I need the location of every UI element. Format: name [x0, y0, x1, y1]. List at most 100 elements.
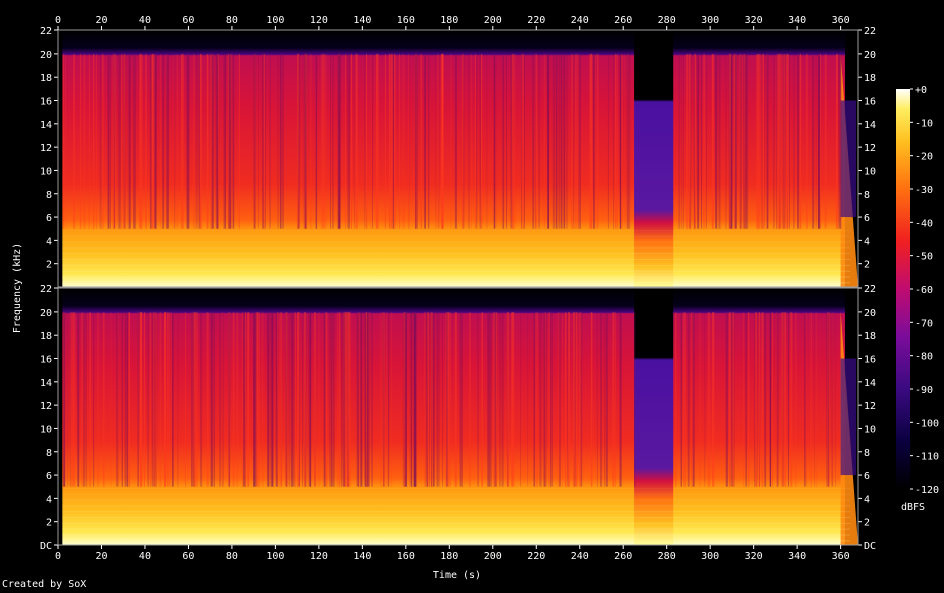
texture-streak [454, 311, 456, 487]
texture-streak [818, 53, 821, 229]
texture-streak [776, 311, 778, 487]
texture-streak [607, 53, 609, 229]
texture-streak [499, 311, 501, 487]
texture-streak [298, 311, 300, 487]
texture-streak [694, 53, 696, 229]
texture-streak [305, 53, 307, 229]
texture-streak [441, 53, 444, 229]
x-tick-label-bottom: 240 [571, 551, 589, 562]
texture-streak [164, 311, 166, 487]
texture-streak [286, 311, 288, 487]
texture-streak [346, 311, 349, 487]
spectrum-body [62, 30, 845, 287]
colorbar-tick-label: -60 [915, 285, 933, 296]
texture-streak [410, 311, 413, 487]
texture-streak [634, 311, 636, 487]
texture-streak [706, 53, 707, 229]
texture-streak [728, 311, 731, 487]
texture-streak [682, 311, 685, 487]
harmonic-line [62, 528, 850, 530]
texture-streak [804, 311, 805, 487]
texture-streak [145, 53, 147, 229]
credit-text: Created by SoX [2, 579, 87, 590]
texture-streak [688, 53, 691, 229]
texture-streak [280, 311, 282, 487]
texture-streak [578, 53, 579, 229]
texture-streak [437, 53, 439, 229]
texture-streak [540, 311, 542, 487]
texture-streak [255, 311, 257, 487]
texture-streak [476, 53, 478, 229]
texture-streak [742, 53, 744, 229]
texture-streak [70, 311, 73, 487]
texture-streak [102, 311, 105, 487]
texture-streak [123, 53, 126, 229]
texture-streak [733, 53, 735, 229]
texture-streak [494, 311, 497, 487]
x-tick-label-bottom: 40 [139, 551, 151, 562]
texture-streak [340, 311, 343, 487]
texture-streak [743, 311, 745, 487]
colorbar-tick-label: -90 [915, 385, 933, 396]
texture-streak [511, 53, 513, 229]
texture-streak [761, 53, 763, 229]
texture-streak [399, 53, 401, 229]
y-tick-label: 4 [46, 236, 52, 247]
texture-streak [392, 53, 394, 229]
texture-streak [481, 311, 483, 487]
texture-streak [757, 53, 760, 229]
texture-streak [228, 311, 231, 487]
y-tick-label-right: 10 [864, 166, 876, 177]
texture-streak [244, 311, 246, 487]
texture-streak [748, 311, 750, 487]
texture-streak [477, 311, 479, 487]
texture-streak [402, 53, 404, 229]
texture-streak [818, 53, 820, 229]
texture-streak [366, 53, 368, 229]
texture-streak [347, 53, 349, 229]
harmonic-line [62, 522, 850, 524]
texture-streak [332, 53, 334, 229]
y-tick-label: 6 [46, 471, 52, 482]
texture-streak [354, 53, 357, 229]
texture-streak [193, 53, 195, 229]
texture-streak [365, 311, 368, 487]
texture-streak [368, 311, 370, 487]
texture-streak [493, 53, 495, 229]
texture-streak [141, 53, 143, 229]
texture-streak [196, 311, 197, 487]
texture-streak [353, 53, 355, 229]
texture-streak [404, 311, 407, 487]
y-tick-label-right: 14 [864, 120, 876, 131]
texture-streak [685, 311, 686, 487]
texture-streak [743, 53, 746, 229]
texture-streak [380, 311, 382, 487]
texture-streak [151, 311, 154, 487]
texture-streak [567, 311, 570, 487]
texture-streak [627, 53, 629, 229]
texture-streak [191, 311, 193, 487]
texture-streak [416, 53, 418, 229]
texture-streak [814, 311, 815, 487]
texture-streak [487, 311, 490, 487]
x-tick-label-bottom: 280 [658, 551, 676, 562]
texture-streak [527, 311, 529, 487]
texture-streak [538, 53, 540, 229]
texture-streak [562, 311, 563, 487]
texture-streak [155, 53, 157, 229]
texture-streak [777, 53, 780, 229]
texture-streak [200, 311, 203, 487]
texture-streak [225, 53, 226, 229]
texture-streak [133, 53, 135, 229]
texture-streak [134, 53, 136, 229]
texture-streak [289, 311, 291, 487]
texture-streak [195, 53, 197, 229]
texture-streak [762, 53, 765, 229]
texture-streak [827, 311, 830, 487]
texture-streak [291, 311, 294, 487]
texture-streak [211, 53, 213, 229]
texture-streak [63, 311, 65, 487]
texture-streak [438, 311, 440, 487]
texture-streak [506, 311, 509, 487]
texture-streak [344, 311, 346, 487]
